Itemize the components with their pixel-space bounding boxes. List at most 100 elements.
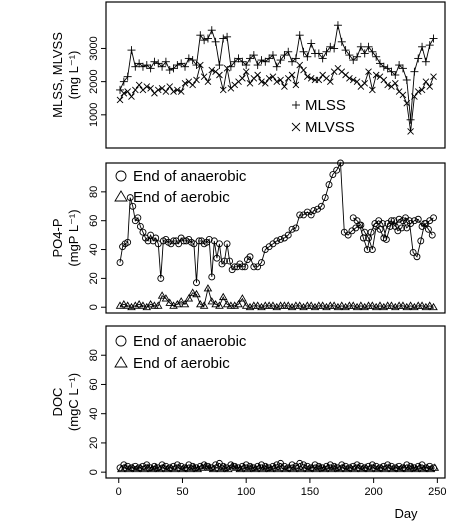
po4p-series-end-of-anaerobic-point <box>380 234 388 242</box>
mlss-series-mlss-point <box>353 52 362 61</box>
po4p-series-end-of-anaerobic-point <box>246 253 254 261</box>
mlss-series-mlss-point <box>161 57 170 66</box>
doc-series-end-of-aerobic-point <box>231 463 241 471</box>
mlss-series-mlvss-point <box>193 76 200 84</box>
mlss-series-mlss-point <box>406 115 415 124</box>
doc-series-end-of-aerobic-point <box>170 464 180 473</box>
po4p-y-tick-label: 80 <box>88 186 100 198</box>
doc-series-end-of-aerobic-point <box>346 463 355 471</box>
legend-marker-aerobic <box>114 356 128 368</box>
mlss-series-mlvss-point <box>391 79 399 87</box>
po4p-series-end-of-anaerobic-point <box>357 221 365 229</box>
doc-series-end-of-aerobic-point <box>178 464 187 473</box>
po4p-series-end-of-aerobic-point <box>417 301 427 309</box>
po4p-y-axis-title: PO4-P <box>50 218 65 257</box>
po4p-series-end-of-anaerobic-point <box>296 211 304 219</box>
mlss-series-mlvss-point <box>174 86 181 94</box>
po4p-series-end-of-anaerobic-point <box>410 217 418 225</box>
mlss-series-mlvss-point <box>128 93 135 100</box>
mlss-series-mlss-point <box>345 51 354 60</box>
mlss-series-mlss-point <box>391 71 400 79</box>
doc-series-end-of-aerobic-point <box>338 463 348 471</box>
mlss-series-mlss-point <box>211 37 220 46</box>
doc-series-end-of-aerobic-point <box>117 464 126 473</box>
mlss-series-mlvss-point <box>372 71 380 79</box>
po4p-series-end-of-aerobic-point <box>425 301 434 309</box>
po4p-series-end-of-aerobic-point <box>356 301 366 309</box>
po4p-series-end-of-aerobic-point <box>268 301 278 309</box>
mlss-series-mlvss-point <box>307 74 315 82</box>
mlss-series-mlss-point <box>181 62 190 71</box>
mlss-series-mlss-point <box>372 52 381 61</box>
mlss-series-mlvss-point <box>181 79 189 87</box>
po4p-series-end-of-anaerobic-point <box>152 234 160 242</box>
po4p-series-end-of-aerobic-point <box>306 301 316 309</box>
po4p-series-end-of-anaerobic-point <box>139 228 147 236</box>
x-tick-label: 50 <box>176 486 188 498</box>
doc-series-end-of-aerobic-point <box>262 463 271 471</box>
legend-marker-mlss <box>292 101 300 109</box>
mlss-series-mlss-point <box>410 67 419 76</box>
doc-series-end-of-aerobic-point <box>266 464 275 473</box>
mlss-series-mlss-point <box>376 59 385 68</box>
mlss-y-axis-title: MLSS, MLVSS <box>50 32 65 118</box>
po4p-series-end-of-anaerobic-point <box>398 224 406 232</box>
doc-series-end-of-aerobic-point <box>380 464 390 473</box>
po4p-series-end-of-anaerobic-point <box>205 235 213 243</box>
doc-series-end-of-aerobic-point <box>399 463 409 471</box>
mlss-series-mlvss-point <box>219 86 227 94</box>
mlss-series-mlss-point <box>395 61 404 70</box>
doc-series-end-of-aerobic-point <box>331 463 340 471</box>
po4p-series-end-of-aerobic-point <box>398 301 408 309</box>
po4p-series-end-of-aerobic-point <box>176 297 186 305</box>
po4p-series-end-of-anaerobic-point <box>277 235 285 243</box>
mlss-series-mlss-point <box>379 62 388 71</box>
po4p-series-end-of-anaerobic-point <box>223 240 231 248</box>
po4p-series-end-of-aerobic-point <box>337 301 347 309</box>
mlss-series-mlss-point <box>360 49 369 58</box>
mlss-series-mlvss-point <box>281 83 288 90</box>
po4p-series-end-of-anaerobic-point <box>288 225 296 233</box>
mlss-series-mlss-point <box>184 54 193 63</box>
po4p-series-end-of-aerobic-point <box>375 301 385 309</box>
mlss-series-mlss-line <box>119 25 434 120</box>
mlss-series-mlvss-point <box>239 74 246 82</box>
po4p-series-end-of-anaerobic-point <box>154 240 162 248</box>
mlss-series-mlvss-point <box>407 128 414 135</box>
po4p-series-end-of-anaerobic-point <box>329 171 337 178</box>
doc-series-end-of-aerobic-point <box>247 463 256 471</box>
doc-series-end-of-aerobic-point <box>258 464 268 473</box>
mlss-series-mlss-point <box>223 32 232 41</box>
po4p-series-end-of-aerobic-point <box>211 299 220 308</box>
mlss-series-mlss-point <box>169 64 178 73</box>
mlss-series-mlss-point <box>318 54 327 63</box>
mlss-series-mlss-point <box>249 51 258 60</box>
po4p-series-end-of-anaerobic-point <box>213 254 221 262</box>
doc-series-end-of-aerobic-point <box>269 463 279 471</box>
mlss-series-mlvss-point <box>258 78 265 85</box>
po4p-series-end-of-anaerobic-point <box>365 234 372 242</box>
po4p-series-marks <box>115 159 438 311</box>
po4p-series-end-of-anaerobic-point <box>195 237 203 245</box>
mlss-series-mlvss-point <box>422 78 430 85</box>
po4p-series-end-of-aerobic-point <box>134 299 144 308</box>
doc-y-tick-label: 20 <box>88 437 100 449</box>
po4p-series-end-of-aerobic-point <box>215 301 224 309</box>
mlss-series-mlss-point <box>142 61 151 70</box>
doc-series-end-of-aerobic-point <box>128 463 138 471</box>
mlss-series-mlss-point <box>322 47 331 56</box>
po4p-series-end-of-aerobic-point <box>238 294 247 302</box>
doc-series-end-of-aerobic-point <box>376 463 386 471</box>
mlss-y-tick-label: 3000 <box>88 36 100 60</box>
po4p-series-end-of-anaerobic-point <box>414 215 422 223</box>
po4p-series-end-of-anaerobic-point <box>116 259 124 266</box>
mlss-series-mlss-point <box>230 57 239 66</box>
mlss-series-mlss-point <box>314 49 323 58</box>
doc-series-end-of-aerobic-point <box>159 463 168 471</box>
po4p-series-end-of-anaerobic-point <box>215 240 223 248</box>
mlss-series-mlss-point <box>219 34 228 43</box>
po4p-series-end-of-anaerobic-point <box>428 231 436 239</box>
mlss-plot-frame <box>105 1 446 149</box>
po4p-series-end-of-aerobic-point <box>138 301 148 309</box>
